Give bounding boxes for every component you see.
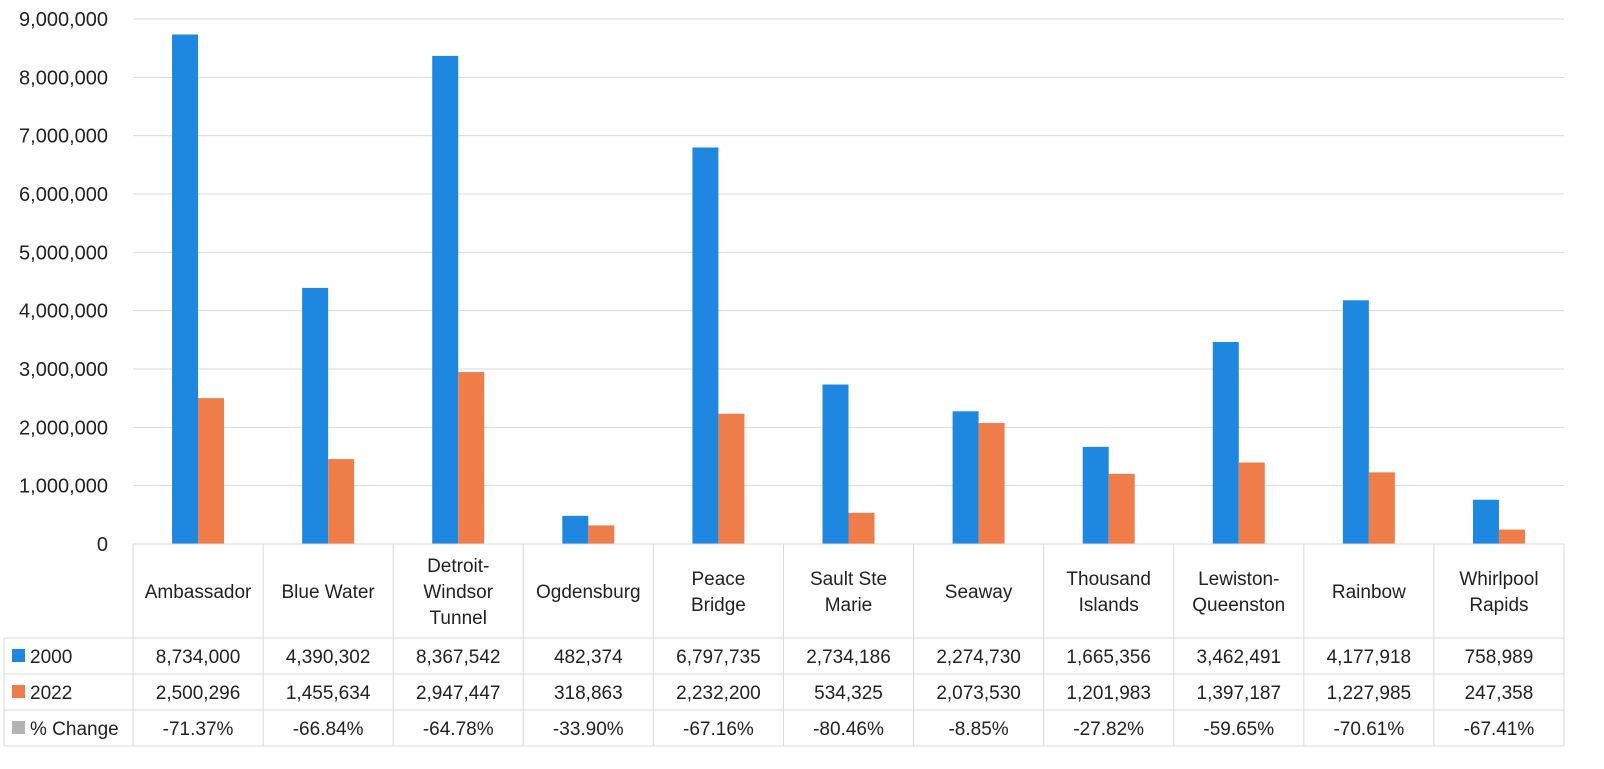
table-cell: -80.46% <box>813 719 884 740</box>
table-cell: 534,325 <box>814 683 883 704</box>
table-cell: 2,734,186 <box>806 647 891 668</box>
category-label: Thousand Islands <box>1066 569 1151 616</box>
data-table: Ambassador Blue Water Detroit-Windsor Tunne… <box>3 543 1565 747</box>
gridlines <box>133 18 1564 487</box>
table-cell: 1,397,187 <box>1197 683 1282 704</box>
bar-2000 <box>1342 300 1369 544</box>
bar-2022 <box>458 372 485 544</box>
table-cell: 2,232,200 <box>676 683 761 704</box>
y-tick-label: 9,000,000 <box>19 9 108 31</box>
table-cell: 2,073,530 <box>936 683 1021 704</box>
legend-swatch <box>12 685 25 698</box>
legend-label: 2022 <box>30 683 72 704</box>
bar-2000 <box>562 515 589 544</box>
table-cell: 482,374 <box>554 647 623 668</box>
bars <box>172 34 1525 545</box>
y-tick-label: 1,000,000 <box>19 476 108 498</box>
bar-2000 <box>692 147 719 544</box>
table-cell: 2,947,447 <box>416 683 501 704</box>
bar-2022 <box>198 398 225 544</box>
category-label: Seaway <box>945 582 1013 603</box>
bar-2022 <box>848 512 875 544</box>
legend-swatch <box>12 721 25 734</box>
table-cell: 247,358 <box>1465 683 1534 704</box>
y-tick-label: 5,000,000 <box>19 242 108 264</box>
table-cell: -67.16% <box>683 719 754 740</box>
table-cell: 6,797,735 <box>676 647 761 668</box>
y-tick-label: 3,000,000 <box>19 359 108 381</box>
y-tick-label: 7,000,000 <box>19 126 108 148</box>
y-axis: 0 1,000,000 2,000,000 3,000,000 4,000,000 5,0… <box>19 9 108 556</box>
legend-swatch <box>12 649 25 662</box>
table-cell: 758,989 <box>1465 647 1534 668</box>
table-cell: 8,367,542 <box>416 647 501 668</box>
category-label: Lewiston-Queenston <box>1192 569 1285 616</box>
table-cell: 2,274,730 <box>936 647 1021 668</box>
bar-2000 <box>822 384 849 544</box>
category-label: Ambassador <box>145 582 252 603</box>
table-cell: -8.85% <box>948 719 1008 740</box>
bar-2000 <box>172 34 199 545</box>
table-cell: 3,462,491 <box>1197 647 1282 668</box>
table-cell: 1,665,356 <box>1066 647 1151 668</box>
category-label: Blue Water <box>281 582 375 603</box>
table-cell: -66.84% <box>293 719 364 740</box>
table-cell: -64.78% <box>423 719 494 740</box>
table-cell: 2,500,296 <box>156 683 241 704</box>
table-cell: 8,734,000 <box>156 647 241 668</box>
table-cell: 1,455,634 <box>286 683 371 704</box>
bar-2000 <box>432 55 459 545</box>
y-tick-label: 8,000,000 <box>19 67 108 89</box>
bar-2000 <box>1082 446 1109 544</box>
table-cell: -59.65% <box>1203 719 1274 740</box>
y-tick-label: 6,000,000 <box>19 184 108 206</box>
bar-2000 <box>1212 342 1239 544</box>
table-cell: -71.37% <box>163 719 234 740</box>
table-cell: -70.61% <box>1333 719 1404 740</box>
bar-2022 <box>588 525 615 544</box>
category-label: Whirlpool Rapids <box>1459 569 1538 616</box>
category-label: Sault Ste Marie <box>810 569 887 616</box>
y-tick-label: 0 <box>97 534 108 556</box>
table-cell: 4,177,918 <box>1327 647 1412 668</box>
bar-2022 <box>1238 462 1265 544</box>
bar-2000 <box>1472 499 1499 544</box>
table-cell: 4,390,302 <box>286 647 371 668</box>
category-label: Ogdensburg <box>536 582 641 603</box>
y-tick-label: 4,000,000 <box>19 301 108 323</box>
table-cell: 1,227,985 <box>1327 683 1412 704</box>
table-cell: -67.41% <box>1464 719 1535 740</box>
category-label: Rainbow <box>1332 582 1406 603</box>
bar-2022 <box>328 459 355 544</box>
table-cell: -33.90% <box>553 719 624 740</box>
bar-2022 <box>1368 472 1395 544</box>
bar-2022 <box>1108 473 1135 544</box>
bar-2022 <box>718 413 745 544</box>
bar-2000 <box>302 287 329 544</box>
bar-2022 <box>1498 529 1525 544</box>
table-cell: 1,201,983 <box>1066 683 1151 704</box>
y-tick-label: 2,000,000 <box>19 417 108 439</box>
category-label: Peace Bridge <box>691 569 746 616</box>
table-cell: -27.82% <box>1073 719 1144 740</box>
category-label: Detroit-Windsor Tunnel <box>423 556 493 629</box>
bar-2000 <box>952 411 979 544</box>
legend-label: 2000 <box>30 647 72 668</box>
bar-2022 <box>978 423 1005 544</box>
table-cell: 318,863 <box>554 683 623 704</box>
legend-label: % Change <box>30 719 119 740</box>
